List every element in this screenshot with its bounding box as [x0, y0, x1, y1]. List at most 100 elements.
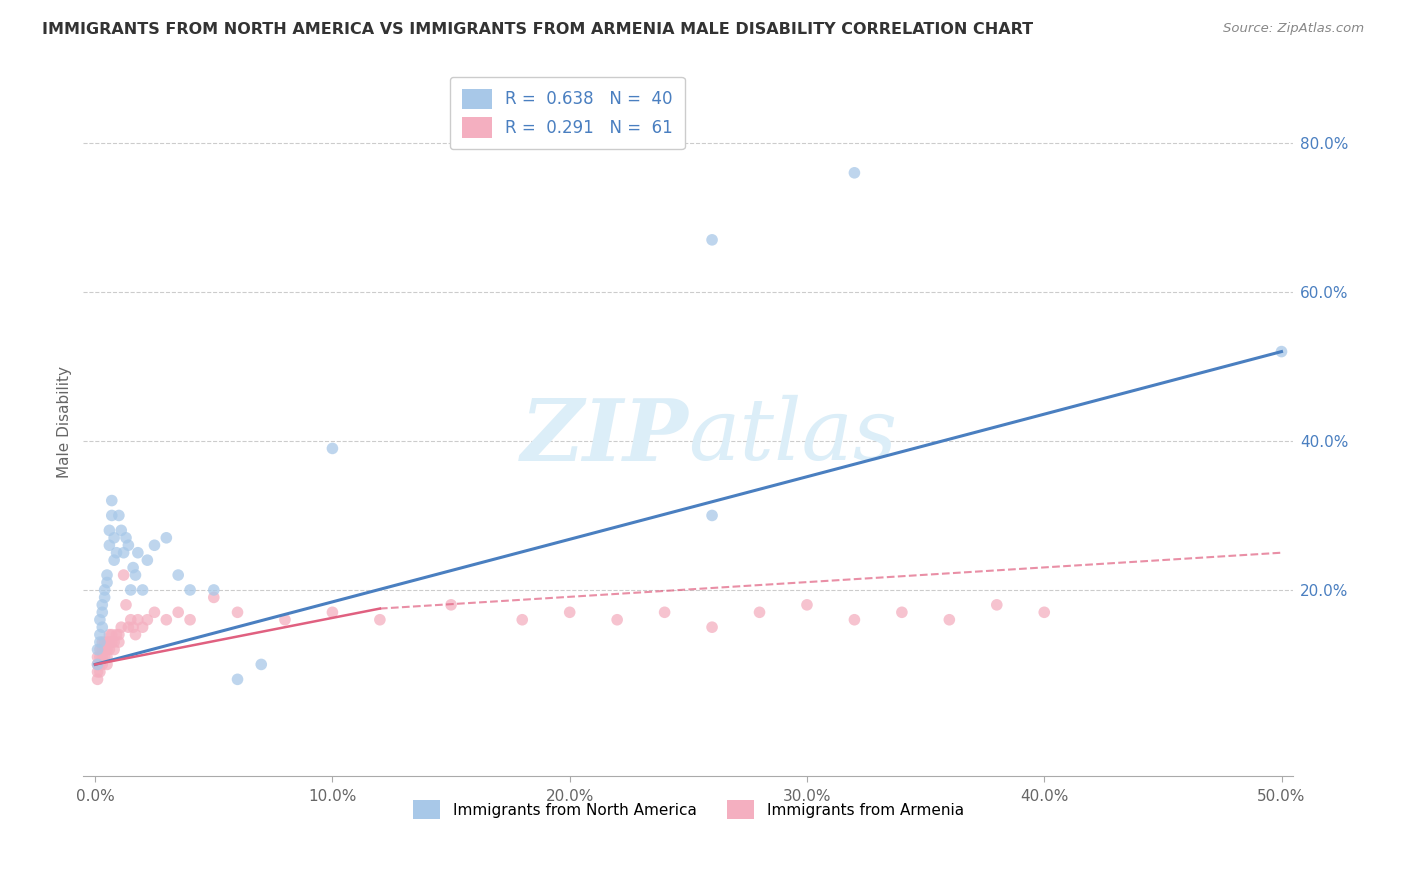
Point	[124, 627, 146, 641]
Point	[110, 620, 132, 634]
Point	[100, 493, 122, 508]
Point	[91, 635, 114, 649]
Point	[89, 613, 111, 627]
Point	[89, 665, 111, 679]
Text: IMMIGRANTS FROM NORTH AMERICA VS IMMIGRANTS FROM ARMENIA MALE DISABILITY CORRELA: IMMIGRANTS FROM NORTH AMERICA VS IMMIGRA…	[42, 22, 1033, 37]
Point	[143, 538, 166, 552]
Text: ZIP: ZIP	[520, 395, 689, 478]
Point	[748, 605, 770, 619]
Point	[98, 627, 121, 641]
Point	[93, 650, 115, 665]
Point	[155, 531, 177, 545]
Point	[117, 538, 139, 552]
Y-axis label: Male Disability: Male Disability	[58, 367, 72, 478]
Point	[700, 620, 723, 634]
Point	[98, 524, 121, 538]
Point	[96, 635, 118, 649]
Point	[179, 582, 201, 597]
Point	[202, 591, 225, 605]
Point	[110, 524, 132, 538]
Point	[108, 627, 131, 641]
Point	[89, 635, 111, 649]
Point	[202, 582, 225, 597]
Text: Source: ZipAtlas.com: Source: ZipAtlas.com	[1223, 22, 1364, 36]
Point	[98, 635, 121, 649]
Point	[700, 508, 723, 523]
Point	[179, 613, 201, 627]
Point	[368, 613, 391, 627]
Point	[606, 613, 628, 627]
Point	[1033, 605, 1056, 619]
Point	[115, 598, 138, 612]
Point	[321, 442, 343, 456]
Point	[558, 605, 581, 619]
Point	[108, 508, 131, 523]
Point	[86, 673, 108, 687]
Point	[167, 568, 190, 582]
Point	[127, 546, 149, 560]
Point	[654, 605, 676, 619]
Point	[86, 657, 108, 672]
Point	[143, 605, 166, 619]
Point	[100, 627, 122, 641]
Point	[89, 627, 111, 641]
Point	[100, 508, 122, 523]
Point	[226, 673, 249, 687]
Point	[136, 553, 159, 567]
Point	[91, 657, 114, 672]
Point	[136, 613, 159, 627]
Point	[91, 605, 114, 619]
Point	[103, 635, 125, 649]
Point	[96, 642, 118, 657]
Point	[115, 531, 138, 545]
Point	[98, 642, 121, 657]
Point	[89, 642, 111, 657]
Point	[86, 657, 108, 672]
Point	[890, 605, 912, 619]
Point	[938, 613, 960, 627]
Point	[96, 568, 118, 582]
Point	[122, 620, 145, 634]
Point	[93, 582, 115, 597]
Point	[122, 560, 145, 574]
Point	[91, 620, 114, 634]
Point	[98, 538, 121, 552]
Point	[89, 657, 111, 672]
Point	[120, 613, 142, 627]
Point	[93, 635, 115, 649]
Point	[91, 598, 114, 612]
Point	[89, 650, 111, 665]
Legend: Immigrants from North America, Immigrants from Armenia: Immigrants from North America, Immigrant…	[406, 794, 970, 825]
Point	[103, 553, 125, 567]
Point	[93, 591, 115, 605]
Point	[100, 635, 122, 649]
Point	[120, 582, 142, 597]
Point	[105, 546, 128, 560]
Point	[131, 620, 153, 634]
Point	[440, 598, 463, 612]
Point	[112, 546, 135, 560]
Point	[1270, 344, 1292, 359]
Point	[796, 598, 818, 612]
Point	[155, 613, 177, 627]
Point	[105, 627, 128, 641]
Point	[103, 642, 125, 657]
Point	[96, 575, 118, 590]
Point	[112, 568, 135, 582]
Point	[86, 665, 108, 679]
Point	[321, 605, 343, 619]
Point	[127, 613, 149, 627]
Point	[700, 233, 723, 247]
Text: atlas: atlas	[689, 395, 897, 478]
Point	[86, 642, 108, 657]
Point	[844, 166, 866, 180]
Point	[986, 598, 1008, 612]
Point	[86, 650, 108, 665]
Point	[131, 582, 153, 597]
Point	[96, 650, 118, 665]
Point	[96, 657, 118, 672]
Point	[124, 568, 146, 582]
Point	[93, 642, 115, 657]
Point	[167, 605, 190, 619]
Point	[117, 620, 139, 634]
